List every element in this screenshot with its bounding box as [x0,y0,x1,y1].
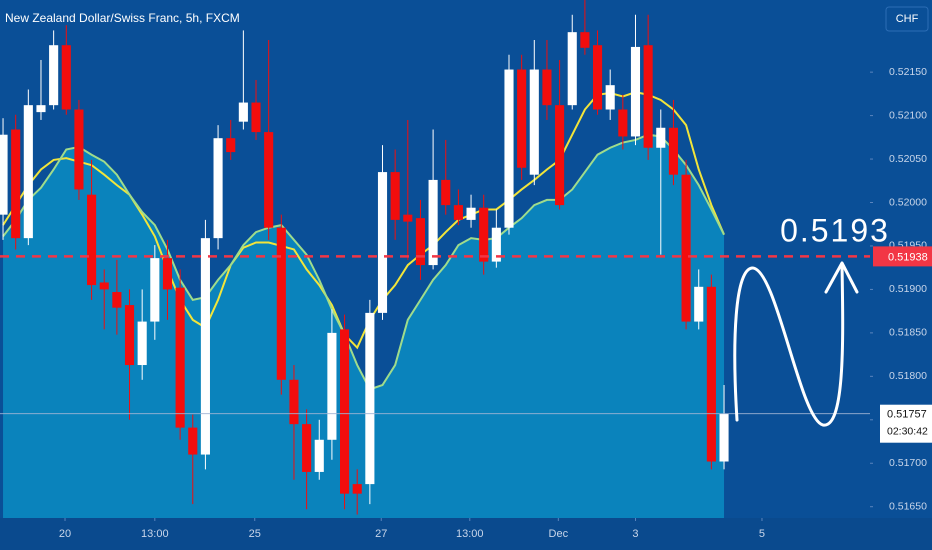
candle-body [694,286,704,322]
x-tick-label: 13:00 [456,528,484,540]
candle-body [403,214,413,222]
candle-body [555,105,565,206]
y-tick-label: 0.52050 [889,153,927,165]
currency-button[interactable] [885,6,929,32]
price-tag [873,246,932,267]
x-tick-label: 20 [59,528,71,540]
candle-body [517,69,527,168]
candle-body [681,174,691,322]
y-tick-label: 0.51700 [889,457,927,469]
candle-body [668,127,678,175]
y-tick-label: 0.52100 [889,109,927,121]
x-tick-label: 27 [375,528,387,540]
candle-body [124,305,135,366]
candle-body [289,379,299,425]
hand-drawn-curve [733,262,845,427]
candle-body [605,85,615,110]
candle-body [200,238,210,455]
y-tick-label: 0.51850 [889,327,927,339]
y-tick-label: 0.52000 [889,196,927,208]
candle-body [302,424,312,472]
currency-label[interactable]: CHF [896,13,919,25]
candle-body [630,46,641,137]
arrow-head [824,261,859,294]
candle-body [466,207,476,220]
y-tick-label: 0.51900 [889,283,927,295]
candle-body [61,45,71,110]
candle-body [264,132,274,228]
candle-body [188,427,198,455]
candle-body [352,484,362,494]
candle-body [529,69,539,175]
candle-body [175,287,185,428]
candle-body [592,45,603,110]
candle-body [567,32,577,106]
x-tick-label: 3 [632,528,638,540]
chart-title: New Zealand Dollar/Swiss Franc, 5h, FXCM [5,11,240,25]
candle-body [36,105,46,113]
countdown-label: 02:30:42 [887,425,928,437]
candle-body [365,312,375,485]
price-tag-label: 0.51938 [888,251,928,263]
candle-body [491,227,501,262]
candle-body [150,258,160,322]
candle-body [314,439,324,472]
candle-body [453,205,463,220]
candle-body [137,321,147,366]
candle-body [719,413,729,462]
candle-body [11,129,21,239]
candle-body [340,329,350,494]
candle-body [213,138,223,239]
candle-body [618,109,628,137]
x-tick-label: 13:00 [141,528,169,540]
candle-body [327,332,337,440]
candle-body [276,227,286,380]
price-tags: 0.51938 0.51757 02:30:42 [873,246,932,443]
x-tick-label: 5 [759,528,765,540]
candle-body [112,292,122,308]
x-tick-label: Dec [549,528,569,540]
ma-line [2,91,725,350]
candle-body [99,282,109,290]
candle-body [0,134,8,215]
candle-body [74,109,84,190]
x-tick-label: 25 [249,528,261,540]
candle-body [656,127,666,148]
ma-line [2,133,725,391]
candle-body [377,172,388,313]
last-price-label: 0.51757 [887,409,927,421]
y-tick-label: 0.51800 [889,370,927,382]
candle-body [441,179,451,206]
candle-body [390,172,400,220]
candle-body [706,286,716,462]
x-axis-panel [0,518,932,550]
y-tick-label: 0.52150 [889,66,927,78]
candle-body [238,102,248,122]
candle-body [226,138,236,153]
candle-body [49,45,59,106]
candle-body [504,69,514,228]
candle-body [162,258,173,290]
candle-body [415,218,426,266]
candle-body [428,179,438,266]
price-annotation: 0.5193 [780,212,890,248]
candle-body [251,102,261,133]
candle-body [479,207,489,262]
candle-body [23,105,33,239]
y-tick-label: 0.51650 [889,500,927,512]
candle-body [643,45,653,148]
last-price-tag [880,404,932,443]
candle-body [542,69,552,106]
candle-body [87,194,97,286]
candle-body [580,32,590,48]
plot-area [0,0,870,518]
